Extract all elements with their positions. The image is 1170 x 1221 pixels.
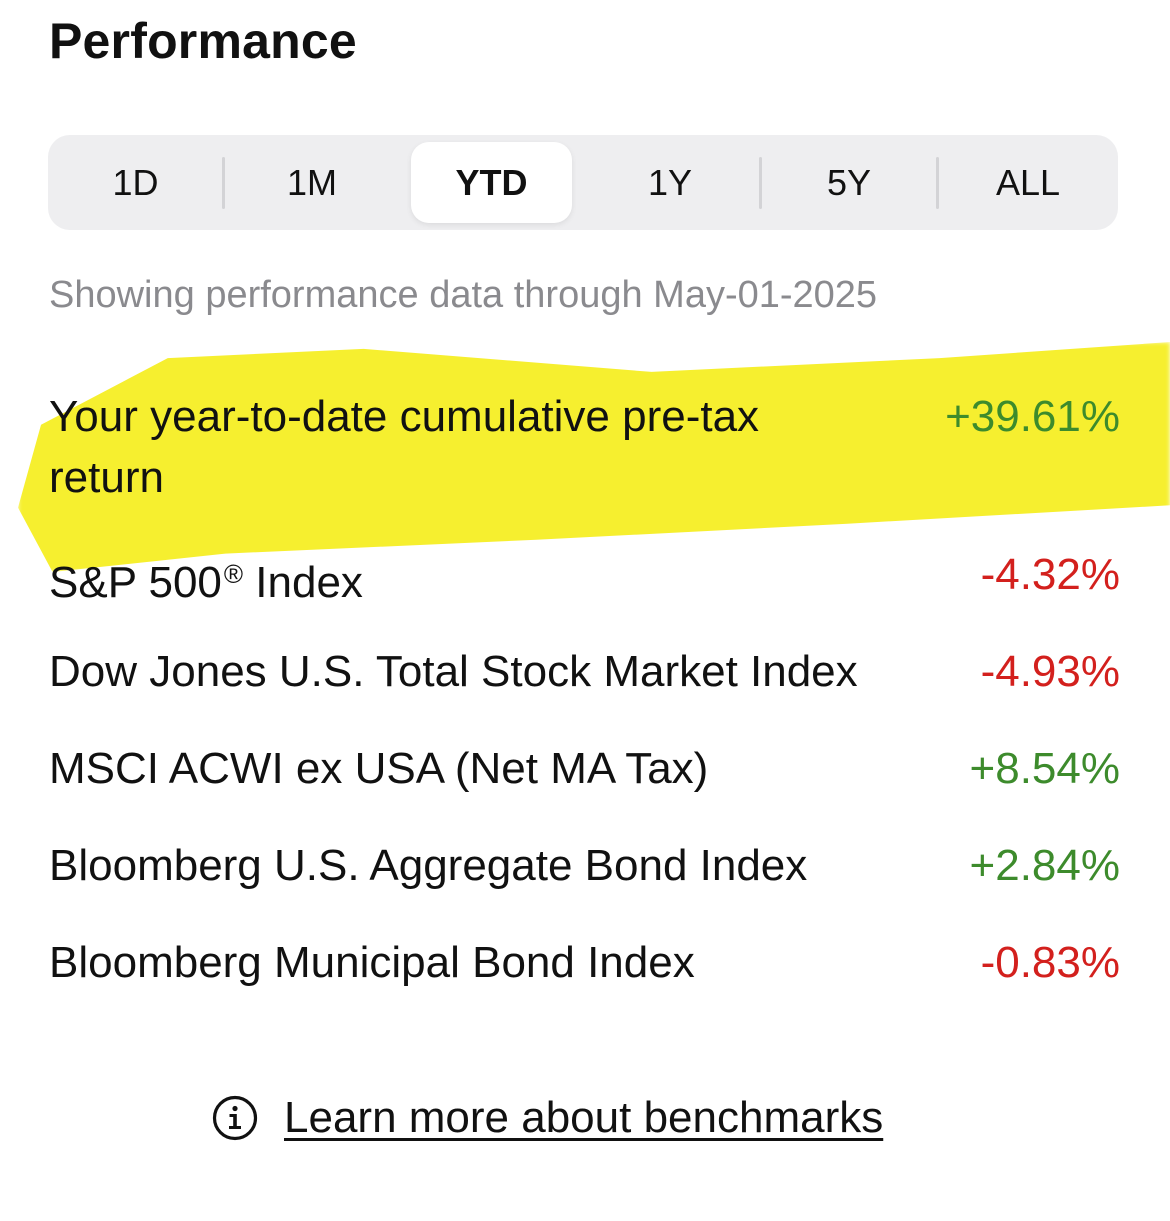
- info-icon: [212, 1095, 258, 1141]
- tab-divider: [759, 157, 762, 209]
- row-label: Dow Jones U.S. Total Stock Market Index: [49, 647, 858, 696]
- tab-ytd[interactable]: YTD: [411, 142, 572, 223]
- row-value: -4.32%: [980, 550, 1120, 599]
- row-label: Your year-to-date cumulative pre-tax ret…: [49, 392, 760, 502]
- tab-5y[interactable]: 5Y: [826, 161, 872, 203]
- tab-1y[interactable]: 1Y: [647, 161, 693, 203]
- row-value: -4.93%: [980, 647, 1120, 696]
- row-value: +39.61%: [945, 392, 1120, 441]
- page-title: Performance: [49, 13, 357, 69]
- row-label: MSCI ACWI ex USA (Net MA Tax): [49, 744, 709, 793]
- time-range-selector: 1D 1M YTD 1Y 5Y ALL: [48, 135, 1118, 230]
- row-label: Bloomberg U.S. Aggregate Bond Index: [49, 841, 808, 890]
- row-value: +2.84%: [969, 841, 1120, 890]
- tab-divider: [936, 157, 939, 209]
- learn-more-benchmarks-link[interactable]: Learn more about benchmarks: [212, 1090, 883, 1146]
- row-value: -0.83%: [980, 938, 1120, 987]
- row-value: +8.54%: [969, 744, 1120, 793]
- tab-all[interactable]: ALL: [995, 161, 1061, 203]
- tab-1m[interactable]: 1M: [286, 161, 337, 203]
- learn-more-link-text[interactable]: Learn more about benchmarks: [284, 1093, 884, 1142]
- row-label: Bloomberg Municipal Bond Index: [49, 938, 695, 987]
- tab-1d[interactable]: 1D: [112, 161, 159, 203]
- data-date-note: Showing performance data through May-01-…: [49, 274, 878, 316]
- tab-divider: [222, 157, 225, 209]
- row-label: S&P 500® Index: [49, 558, 363, 607]
